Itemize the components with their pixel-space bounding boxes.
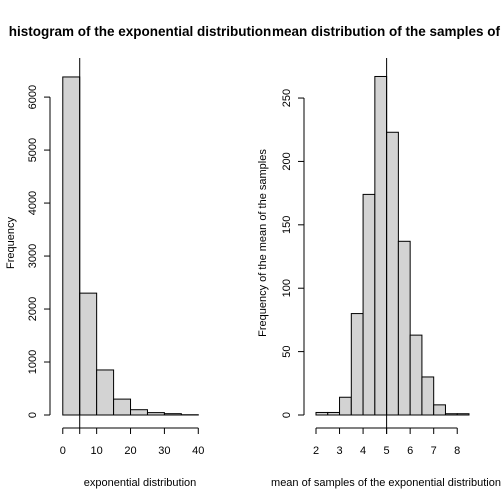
right-y-tick-label: 200	[281, 152, 293, 170]
right-histogram-bar	[339, 396, 352, 416]
right-histogram-bar	[374, 75, 388, 416]
left-y-tick-label: 3000	[27, 244, 39, 268]
left-x-tick-label: 10	[91, 445, 103, 457]
right-histogram-bar	[362, 193, 376, 416]
right-x-tick-label: 2	[313, 445, 319, 457]
left-histogram-bar	[163, 413, 182, 416]
right-y-tick-label: 150	[281, 216, 293, 234]
left-histogram-bar	[130, 409, 148, 416]
left-histogram-bar	[113, 398, 132, 416]
left-x-tick-label: 30	[158, 445, 170, 457]
left-y-tick-label: 4000	[27, 191, 39, 215]
right-x-tick-label: 7	[431, 445, 437, 457]
left-x-axis-label: exponential distribution	[84, 477, 197, 489]
left-histogram-bar	[146, 412, 165, 416]
right-y-tick-label: 50	[281, 345, 293, 357]
left-y-tick-label: 0	[27, 412, 39, 418]
right-histogram-panel: mean distribution of the samples of mean…	[257, 24, 501, 489]
right-x-tick-label: 8	[454, 445, 460, 457]
left-histogram-panel: histogram of the exponential distributio…	[5, 24, 271, 489]
right-histogram-bar	[444, 413, 458, 416]
right-y-tick-label: 100	[281, 279, 293, 297]
right-x-tick-label: 5	[384, 445, 390, 457]
right-histogram-bar	[327, 411, 341, 416]
left-x-tick-label: 40	[192, 445, 204, 457]
right-x-tick-label: 4	[360, 445, 366, 457]
left-histogram-bar	[62, 76, 81, 416]
left-x-tick-label: 20	[124, 445, 136, 457]
left-x-tick-label: 0	[60, 445, 66, 457]
right-x-tick-label: 6	[407, 445, 413, 457]
right-histogram-bar	[456, 413, 470, 416]
left-y-tick-label: 5000	[27, 138, 39, 162]
right-x-tick-label: 3	[336, 445, 342, 457]
right-y-axis-label: Frequency of the mean of the samples	[257, 149, 269, 337]
right-x-axis-label: mean of samples of the exponential distr…	[271, 477, 501, 489]
left-histogram-bar	[96, 369, 115, 416]
right-histogram-bar	[421, 376, 435, 416]
right-histogram-bar	[315, 411, 329, 416]
right-chart-title: mean distribution of the samples of	[272, 24, 501, 39]
left-y-tick-label: 1000	[27, 350, 39, 374]
right-histogram-bar	[350, 313, 364, 416]
left-chart-title: histogram of the exponential distributio…	[9, 24, 272, 39]
left-y-tick-label: 2000	[27, 297, 39, 321]
left-y-tick-label: 6000	[27, 85, 39, 109]
right-histogram-bar	[397, 240, 411, 416]
right-histogram-bar	[433, 404, 446, 416]
right-histogram-bar	[409, 334, 423, 416]
left-y-axis-label: Frequency	[5, 217, 17, 269]
left-histogram-bar	[79, 292, 98, 416]
right-histogram-bar	[386, 131, 399, 416]
right-y-tick-label: 0	[281, 412, 293, 418]
right-y-tick-label: 250	[281, 89, 293, 107]
